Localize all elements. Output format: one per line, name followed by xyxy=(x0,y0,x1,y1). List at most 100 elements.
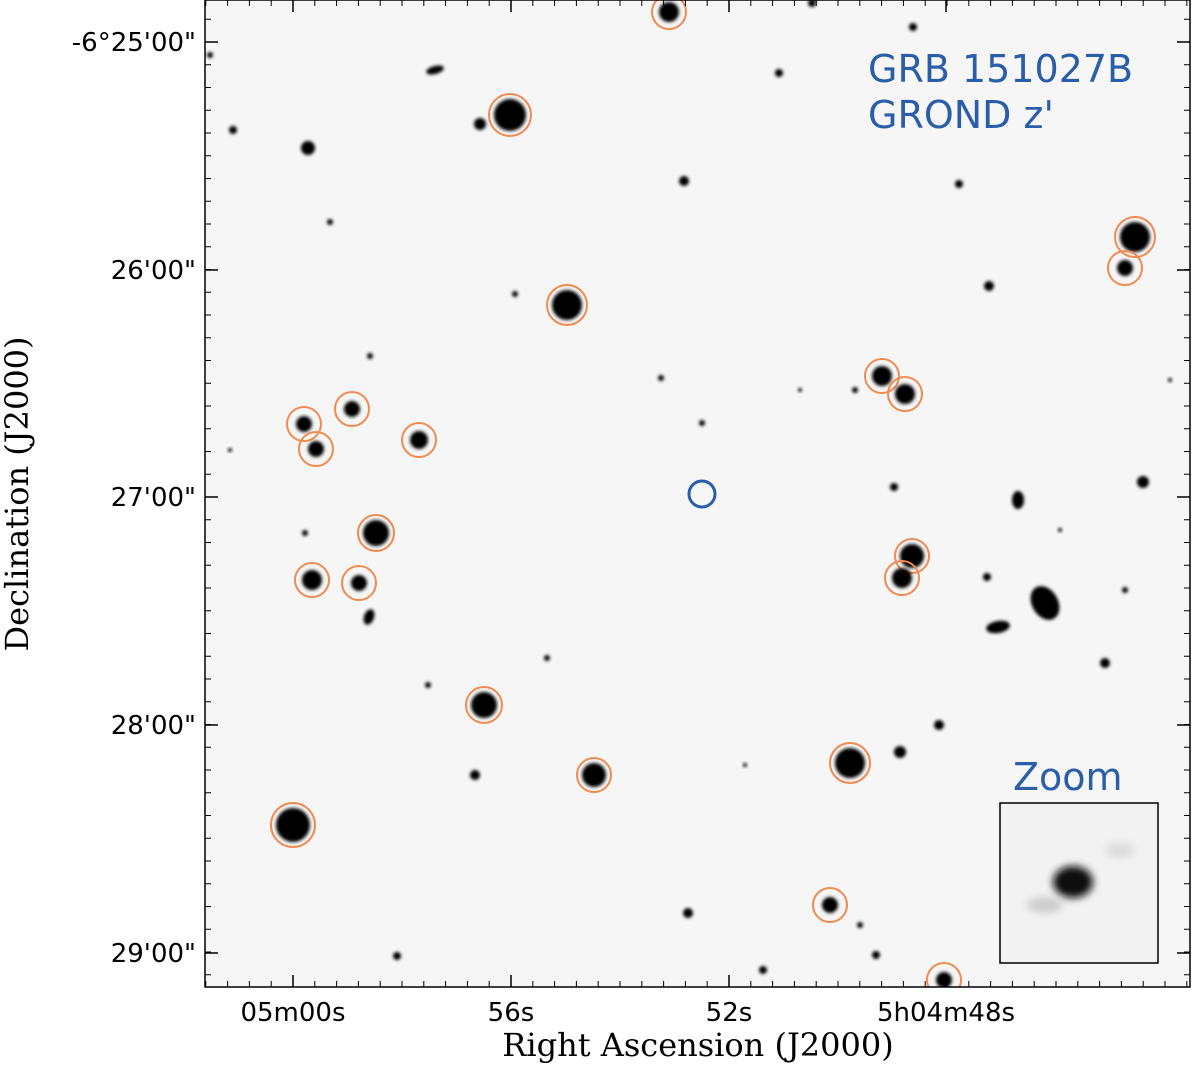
star xyxy=(699,420,705,426)
star xyxy=(1100,658,1110,668)
star xyxy=(683,908,693,918)
star xyxy=(890,483,898,491)
star xyxy=(852,387,858,393)
marker-circle xyxy=(864,358,900,394)
star xyxy=(425,682,431,688)
ticks: 05m00s 56s 52s 5h04m48s -6°25'00" 26'00" 27'00… xyxy=(72,0,1190,1028)
marker-circle xyxy=(651,0,687,30)
star xyxy=(512,291,518,297)
star xyxy=(474,118,486,130)
star xyxy=(494,99,526,131)
star xyxy=(367,353,373,359)
x-tick-label: 56s xyxy=(488,998,535,1028)
star xyxy=(228,448,232,452)
marker-circle xyxy=(829,742,871,784)
marker-circle xyxy=(812,887,848,923)
galaxy xyxy=(1030,586,1060,620)
star xyxy=(936,972,952,987)
star xyxy=(743,763,747,767)
star xyxy=(393,952,401,960)
y-tick-label: 27'00" xyxy=(111,483,196,513)
inset-label: Zoom xyxy=(1013,755,1123,799)
star xyxy=(544,655,550,661)
frame xyxy=(204,0,1191,988)
galaxy xyxy=(363,609,375,625)
star xyxy=(894,746,906,758)
marker-circle xyxy=(286,406,322,442)
star xyxy=(1122,587,1128,593)
star xyxy=(679,176,689,186)
marker-circle xyxy=(334,391,370,427)
marker-circle xyxy=(294,562,330,598)
star xyxy=(296,416,312,432)
x-tick-label: 5h04m48s xyxy=(877,998,1015,1028)
star xyxy=(955,180,963,188)
marker-circle xyxy=(357,514,395,552)
star xyxy=(1137,476,1149,488)
star xyxy=(892,568,912,588)
star xyxy=(658,375,664,381)
stars xyxy=(207,0,1172,987)
star xyxy=(410,431,428,449)
star xyxy=(872,951,880,959)
star xyxy=(822,897,838,913)
star xyxy=(835,748,865,778)
star xyxy=(659,2,679,22)
star xyxy=(909,23,917,31)
star xyxy=(808,0,816,7)
star xyxy=(1168,378,1172,382)
marker-circle xyxy=(401,422,437,458)
galaxy xyxy=(1012,491,1024,509)
star xyxy=(470,770,480,780)
star xyxy=(984,281,994,291)
star xyxy=(872,366,892,386)
marker-circle xyxy=(465,686,503,724)
star xyxy=(582,763,606,787)
y-axis-label: Declination (J2000) xyxy=(0,336,36,651)
star xyxy=(363,520,389,546)
inset-noise xyxy=(1105,842,1135,858)
grb-position xyxy=(687,479,717,509)
marker-circle xyxy=(884,560,920,596)
marker-circle xyxy=(270,802,316,848)
marker-circle xyxy=(1107,250,1143,286)
star xyxy=(471,692,497,718)
star xyxy=(302,530,308,536)
y-tick-label: 28'00" xyxy=(111,711,196,741)
galaxy xyxy=(986,620,1010,634)
marker-circle xyxy=(887,376,923,412)
inset-noise xyxy=(1027,897,1063,913)
star xyxy=(775,69,783,77)
marker-circle xyxy=(926,962,962,987)
x-tick-label: 52s xyxy=(706,998,753,1028)
star xyxy=(983,573,991,581)
marker-circle xyxy=(546,284,588,326)
title-line1: GRB 151027B xyxy=(868,47,1133,91)
marker-circle xyxy=(341,565,377,601)
star xyxy=(857,922,863,928)
galaxy xyxy=(426,65,444,75)
star xyxy=(1058,528,1062,532)
marker-circle xyxy=(298,431,334,467)
y-tick-label: 29'00" xyxy=(111,939,196,969)
star xyxy=(759,966,767,974)
title-line2: GROND z' xyxy=(868,93,1054,137)
marker-circle xyxy=(576,757,612,793)
star xyxy=(229,126,237,134)
star xyxy=(301,141,315,155)
zoom-inset xyxy=(999,802,1159,964)
marker-circle xyxy=(1114,216,1156,258)
star xyxy=(302,570,322,590)
star xyxy=(344,401,360,417)
y-tick-label: -6°25'00" xyxy=(72,28,196,58)
x-tick-label: 05m00s xyxy=(240,998,345,1028)
star xyxy=(552,290,582,320)
star xyxy=(1120,222,1150,252)
star xyxy=(207,52,213,58)
x-axis-label: Right Ascension (J2000) xyxy=(502,1026,893,1064)
marker-circle xyxy=(488,93,532,137)
star xyxy=(1117,260,1133,276)
star xyxy=(308,441,324,457)
star xyxy=(351,575,367,591)
